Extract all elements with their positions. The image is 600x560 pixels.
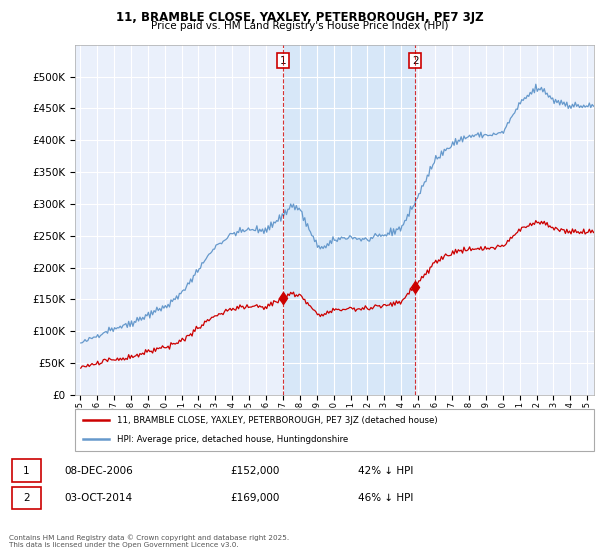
- Text: 11, BRAMBLE CLOSE, YAXLEY, PETERBOROUGH, PE7 3JZ: 11, BRAMBLE CLOSE, YAXLEY, PETERBOROUGH,…: [116, 11, 484, 24]
- Text: 42% ↓ HPI: 42% ↓ HPI: [358, 465, 413, 475]
- Text: Contains HM Land Registry data © Crown copyright and database right 2025.
This d: Contains HM Land Registry data © Crown c…: [9, 534, 289, 548]
- Text: 03-OCT-2014: 03-OCT-2014: [64, 493, 133, 503]
- Text: 2: 2: [23, 493, 30, 503]
- Text: £169,000: £169,000: [230, 493, 280, 503]
- Text: 08-DEC-2006: 08-DEC-2006: [64, 465, 133, 475]
- Text: £152,000: £152,000: [230, 465, 280, 475]
- Text: 1: 1: [280, 55, 286, 66]
- Text: HPI: Average price, detached house, Huntingdonshire: HPI: Average price, detached house, Hunt…: [116, 435, 348, 444]
- FancyBboxPatch shape: [12, 487, 41, 510]
- Bar: [283, 45, 415, 395]
- FancyBboxPatch shape: [75, 409, 594, 451]
- Text: 46% ↓ HPI: 46% ↓ HPI: [358, 493, 413, 503]
- Text: Price paid vs. HM Land Registry's House Price Index (HPI): Price paid vs. HM Land Registry's House …: [151, 21, 449, 31]
- FancyBboxPatch shape: [12, 459, 41, 482]
- Text: 1: 1: [23, 465, 30, 475]
- Text: 11, BRAMBLE CLOSE, YAXLEY, PETERBOROUGH, PE7 3JZ (detached house): 11, BRAMBLE CLOSE, YAXLEY, PETERBOROUGH,…: [116, 416, 437, 424]
- Text: 2: 2: [412, 55, 419, 66]
